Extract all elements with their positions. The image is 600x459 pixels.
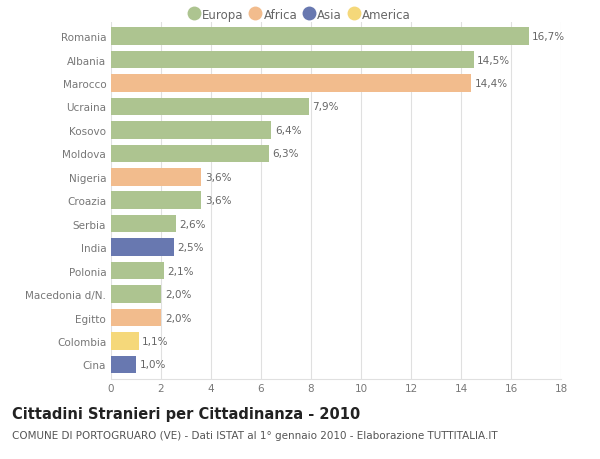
Bar [111,168,201,186]
Bar [111,285,161,303]
Text: 7,9%: 7,9% [312,102,339,112]
Text: COMUNE DI PORTOGRUARO (VE) - Dati ISTAT al 1° gennaio 2010 - Elaborazione TUTTIT: COMUNE DI PORTOGRUARO (VE) - Dati ISTAT … [12,430,497,440]
Bar [111,332,139,350]
Text: 16,7%: 16,7% [532,32,565,42]
Bar [111,51,473,69]
Text: 14,4%: 14,4% [475,79,508,89]
Bar [111,145,269,163]
Text: Cittadini Stranieri per Cittadinanza - 2010: Cittadini Stranieri per Cittadinanza - 2… [12,406,360,421]
Bar [111,215,176,233]
Text: 2,0%: 2,0% [165,313,191,323]
Text: 3,6%: 3,6% [205,196,231,206]
Text: 2,1%: 2,1% [167,266,194,276]
Text: 6,4%: 6,4% [275,126,301,135]
Bar [111,309,161,327]
Text: 2,6%: 2,6% [180,219,206,229]
Bar [111,262,163,280]
Text: 1,0%: 1,0% [140,360,166,369]
Text: 14,5%: 14,5% [477,56,511,65]
Bar [111,356,136,374]
Text: 2,5%: 2,5% [177,243,204,252]
Bar [111,122,271,140]
Text: 1,1%: 1,1% [142,336,169,346]
Bar [111,192,201,210]
Bar [111,75,471,93]
Bar [111,28,529,46]
Bar [111,239,173,257]
Text: 6,3%: 6,3% [272,149,299,159]
Text: 2,0%: 2,0% [165,290,191,299]
Text: 3,6%: 3,6% [205,173,231,182]
Bar [111,98,308,116]
Legend: Europa, Africa, Asia, America: Europa, Africa, Asia, America [184,4,416,26]
